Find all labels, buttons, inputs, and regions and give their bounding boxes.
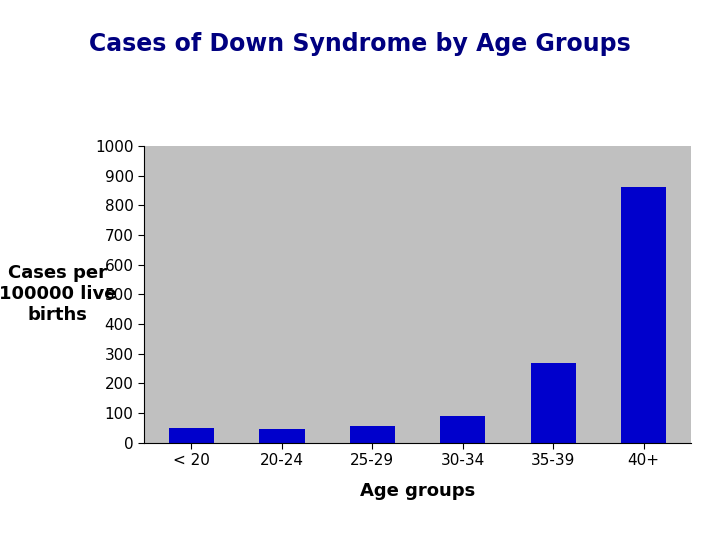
Text: Cases per
100000 live
births: Cases per 100000 live births — [0, 265, 117, 324]
Text: Cases of Down Syndrome by Age Groups: Cases of Down Syndrome by Age Groups — [89, 32, 631, 56]
Bar — [259, 429, 305, 443]
Bar — [440, 416, 485, 443]
X-axis label: Age groups: Age groups — [360, 482, 475, 500]
Bar — [169, 428, 214, 443]
Bar — [531, 363, 576, 443]
Bar — [350, 427, 395, 443]
Bar — [621, 187, 666, 443]
